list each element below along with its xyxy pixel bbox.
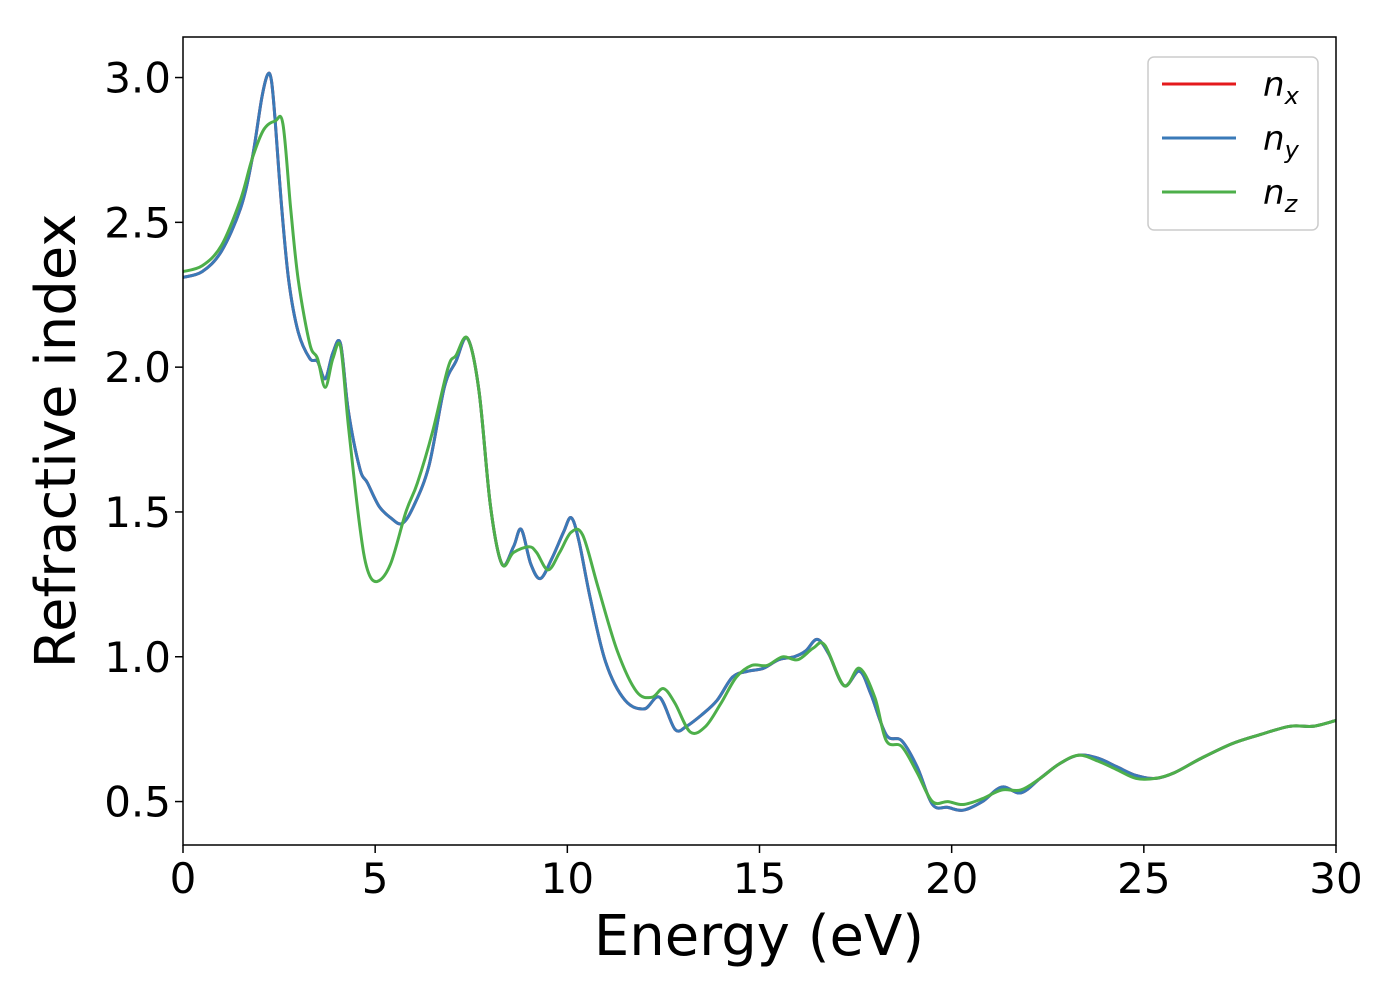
x-tick-label: 5 [362, 854, 389, 903]
legend-label-subscript: x [1284, 82, 1300, 110]
legend-label-subscript: z [1284, 190, 1299, 218]
x-tick-label: 10 [541, 854, 594, 903]
x-axis-title: Energy (eV) [594, 904, 924, 969]
series-layer [183, 71, 1336, 812]
x-tick-label: 15 [733, 854, 786, 903]
legend-label-main: n [1263, 65, 1285, 105]
legend-label-main: n [1263, 119, 1285, 159]
legend-label-subscript: y [1284, 136, 1300, 164]
x-tick-label: 25 [1117, 854, 1170, 903]
legend-label-z: nz [1263, 173, 1299, 218]
y-tick-label: 0.5 [104, 778, 171, 827]
series-line-z [183, 114, 1336, 807]
y-tick-label: 1.5 [104, 488, 171, 537]
y-tick-label: 2.5 [104, 198, 171, 247]
ticks-layer: 0 5 10 15 20 25 30 0.5 1.0 1.5 2.0 2.5 3.0 [104, 54, 1363, 903]
x-tick-label: 30 [1309, 854, 1362, 903]
legend-label-y: ny [1263, 119, 1300, 164]
y-tick-label: 2.0 [104, 343, 171, 392]
y-tick-label: 3.0 [104, 54, 171, 103]
legend-label-main: n [1263, 173, 1285, 213]
legend-box [1147, 56, 1319, 231]
x-tick-label: 20 [925, 854, 978, 903]
y-axis-title: Refractive index [24, 214, 89, 669]
x-tick-label: 0 [170, 854, 197, 903]
y-tick-label: 1.0 [104, 633, 171, 682]
legend-label-x: nx [1263, 65, 1300, 110]
